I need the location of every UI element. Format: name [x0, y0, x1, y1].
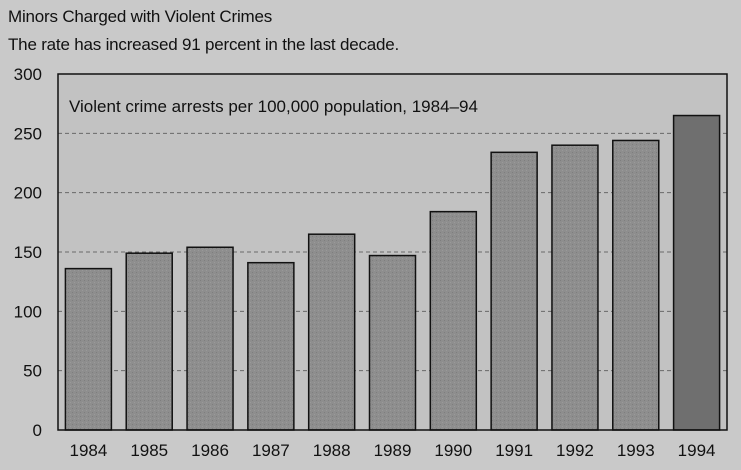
chart-annotation: Violent crime arrests per 100,000 popula…: [69, 97, 478, 116]
y-tick-label: 0: [33, 421, 42, 440]
chart-subtitle: The rate has increased 91 percent in the…: [8, 35, 400, 54]
x-tick-label: 1991: [495, 441, 533, 460]
bar-1987: [247, 261, 295, 431]
x-tick-label: 1987: [252, 441, 290, 460]
y-tick-label: 100: [14, 302, 42, 321]
x-tick-label: 1990: [434, 441, 472, 460]
bar-1984: [64, 267, 113, 431]
bar-1988: [307, 233, 356, 431]
x-tick-label: 1988: [313, 441, 351, 460]
plot-frame: [57, 73, 728, 431]
x-tick-label: 1984: [69, 441, 107, 460]
bar-1990: [429, 210, 478, 431]
x-tick-label: 1992: [556, 441, 594, 460]
x-tick-label: 1985: [130, 441, 168, 460]
bar-1992: [551, 144, 599, 431]
bar-1991: [490, 151, 538, 431]
bar-1985: [125, 252, 173, 431]
x-tick-label: 1989: [374, 441, 412, 460]
y-tick-label: 250: [14, 124, 42, 143]
chart-title: Minors Charged with Violent Crimes: [8, 7, 273, 26]
y-tick-label: 150: [14, 243, 42, 262]
bar-1994: [672, 114, 721, 431]
x-tick-label: 1994: [678, 441, 716, 460]
bar-1993: [612, 139, 660, 431]
y-tick-label: 200: [14, 184, 42, 203]
bar-1986: [186, 246, 234, 431]
x-tick-label: 1986: [191, 441, 229, 460]
y-tick-label: 300: [14, 65, 42, 84]
x-tick-label: 1993: [617, 441, 655, 460]
bar-1989: [368, 254, 417, 431]
y-tick-label: 50: [23, 362, 42, 381]
